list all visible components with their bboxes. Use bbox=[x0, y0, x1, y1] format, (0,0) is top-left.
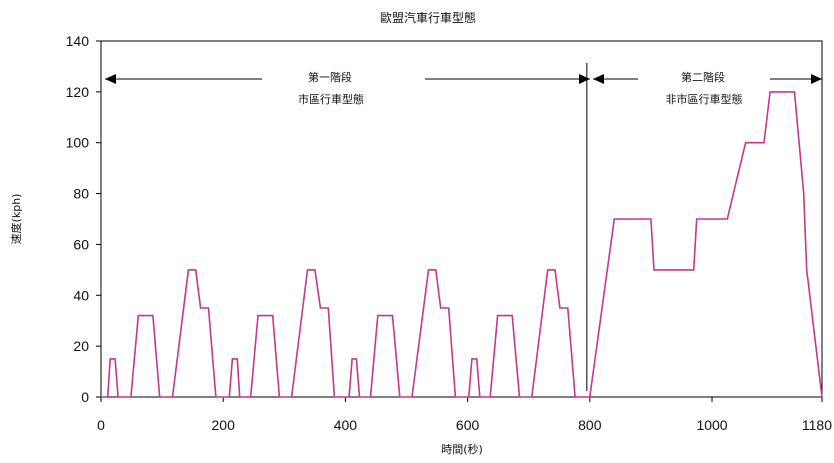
y-tick-label: 20 bbox=[73, 338, 89, 354]
x-tick-label: 0 bbox=[97, 417, 105, 433]
x-tick-label: 400 bbox=[334, 417, 358, 433]
x-tick-label: 800 bbox=[578, 417, 602, 433]
phase1-label: 第一階段 bbox=[308, 70, 352, 84]
y-tick-label: 60 bbox=[73, 236, 89, 252]
y-axis-ticks: 0 20 40 60 80 100 120 140 bbox=[66, 33, 101, 405]
x-tick-label: 200 bbox=[212, 417, 236, 433]
chart-title: 歐盟汽車行車型態 bbox=[380, 10, 476, 25]
x-tick-label: 600 bbox=[456, 417, 480, 433]
y-axis-title: 速度(kph) bbox=[9, 194, 23, 245]
phase1-arrowhead-right bbox=[579, 74, 590, 84]
phase2-arrowhead-right bbox=[811, 74, 822, 84]
x-axis-title: 時間(秒) bbox=[441, 442, 483, 456]
phase-markers: 第一階段 市區行車型態 第二階段 非市區行車型態 bbox=[105, 63, 822, 391]
y-tick-label: 0 bbox=[81, 389, 89, 405]
series-group bbox=[101, 91, 823, 398]
x-tick-label: 1000 bbox=[696, 417, 727, 433]
phase2-label: 第二階段 bbox=[681, 70, 725, 84]
y-tick-label: 140 bbox=[66, 33, 90, 49]
phase2-sublabel: 非市區行車型態 bbox=[666, 92, 743, 106]
x-tick-label: 1180 bbox=[802, 417, 832, 433]
y-tick-label: 80 bbox=[73, 186, 89, 202]
x-axis-ticks: 0 200 400 600 800 1000 1180 bbox=[97, 397, 832, 433]
y-tick-label: 120 bbox=[66, 84, 90, 100]
phase2-arrowhead-left bbox=[593, 74, 604, 84]
y-tick-label: 40 bbox=[73, 287, 89, 303]
series-line bbox=[101, 91, 823, 398]
phase1-sublabel: 市區行車型態 bbox=[298, 92, 364, 106]
phase1-arrowhead-left bbox=[105, 74, 116, 84]
y-tick-label: 100 bbox=[66, 135, 90, 151]
